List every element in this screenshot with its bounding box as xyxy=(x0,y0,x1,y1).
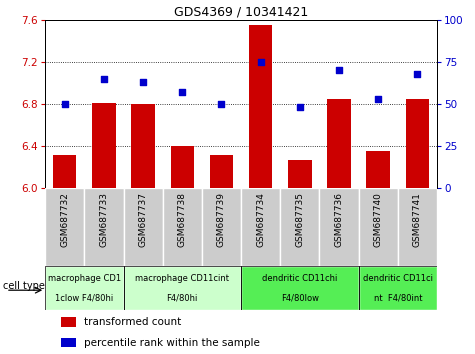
Point xyxy=(218,101,225,107)
Point xyxy=(139,79,147,85)
Text: GSM687738: GSM687738 xyxy=(178,192,187,247)
Bar xyxy=(406,99,429,188)
Bar xyxy=(241,188,280,266)
Text: macrophage CD1: macrophage CD1 xyxy=(48,274,121,283)
Point xyxy=(335,68,343,73)
Text: F4/80hi: F4/80hi xyxy=(167,293,198,302)
Bar xyxy=(124,188,162,266)
Bar xyxy=(45,266,124,310)
Bar xyxy=(288,160,312,188)
Text: GSM687740: GSM687740 xyxy=(374,192,383,247)
Text: F4/80low: F4/80low xyxy=(281,293,319,302)
Text: GSM687741: GSM687741 xyxy=(413,192,422,247)
Text: percentile rank within the sample: percentile rank within the sample xyxy=(85,338,260,348)
Bar xyxy=(249,25,272,188)
Bar xyxy=(61,338,76,347)
Text: GSM687732: GSM687732 xyxy=(60,192,69,247)
Text: nt  F4/80int: nt F4/80int xyxy=(373,293,422,302)
Bar xyxy=(202,188,241,266)
Bar xyxy=(171,146,194,188)
Point xyxy=(414,71,421,76)
Bar xyxy=(124,266,241,310)
Bar xyxy=(359,188,398,266)
Point xyxy=(257,59,265,65)
Text: dendritic CD11ci: dendritic CD11ci xyxy=(363,274,433,283)
Bar xyxy=(131,104,155,188)
Bar xyxy=(280,188,319,266)
Text: macrophage CD11cint: macrophage CD11cint xyxy=(135,274,229,283)
Text: GSM687737: GSM687737 xyxy=(139,192,148,247)
Bar xyxy=(398,188,437,266)
Bar xyxy=(92,103,116,188)
Text: dendritic CD11chi: dendritic CD11chi xyxy=(262,274,338,283)
Text: GSM687734: GSM687734 xyxy=(256,192,265,247)
Bar xyxy=(327,99,351,188)
Point xyxy=(179,90,186,95)
Text: GSM687739: GSM687739 xyxy=(217,192,226,247)
Bar xyxy=(85,188,124,266)
Point xyxy=(374,96,382,102)
Point xyxy=(100,76,108,82)
Bar xyxy=(210,155,233,188)
Text: GSM687736: GSM687736 xyxy=(334,192,343,247)
Bar xyxy=(45,188,85,266)
Title: GDS4369 / 10341421: GDS4369 / 10341421 xyxy=(174,6,308,19)
Bar xyxy=(319,188,359,266)
Bar xyxy=(241,266,359,310)
Text: 1clow F4/80hi: 1clow F4/80hi xyxy=(55,293,114,302)
Bar xyxy=(53,155,76,188)
Point xyxy=(296,104,304,110)
Point xyxy=(61,101,68,107)
Bar xyxy=(61,317,76,327)
Bar xyxy=(367,151,390,188)
Text: GSM687733: GSM687733 xyxy=(99,192,108,247)
Text: GSM687735: GSM687735 xyxy=(295,192,304,247)
Text: cell type: cell type xyxy=(3,281,45,291)
Text: transformed count: transformed count xyxy=(85,317,181,327)
Bar xyxy=(359,266,437,310)
Bar xyxy=(162,188,202,266)
